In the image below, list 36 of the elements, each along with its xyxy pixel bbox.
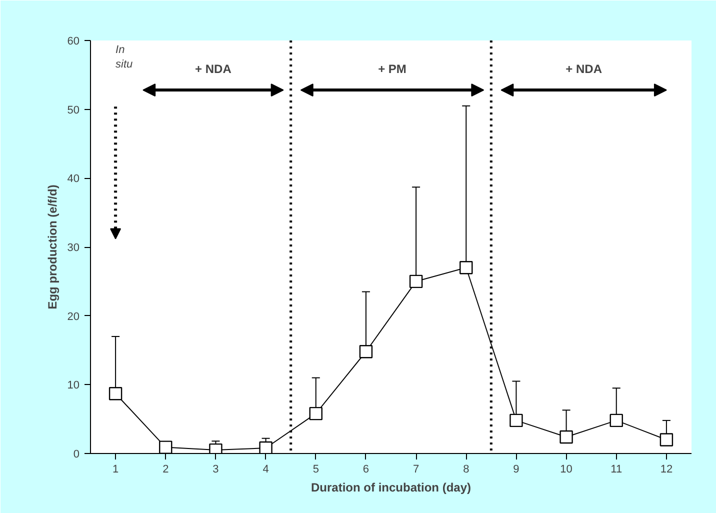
x-tick-label: 3	[212, 464, 219, 476]
annotation: In situ	[116, 44, 133, 70]
x-tick-label: 10	[560, 464, 572, 476]
annotation: + PM	[378, 62, 406, 76]
x-tick-label: 12	[660, 464, 673, 476]
y-tick-label: 20	[67, 310, 80, 323]
x-tick-label: 6	[362, 464, 370, 476]
annotation: + NDA	[566, 62, 602, 76]
x-tick-label: 9	[513, 464, 520, 476]
y-tick-label: 50	[67, 104, 80, 116]
point	[510, 414, 523, 428]
point	[660, 433, 674, 446]
x-tick-label: 5	[312, 464, 319, 476]
point	[108, 387, 122, 400]
y-tick-label: 60	[67, 36, 80, 48]
point	[359, 345, 373, 358]
y-tick-label: 0	[73, 448, 80, 460]
point	[610, 414, 623, 428]
x-tick-label: 7	[412, 464, 420, 476]
point	[259, 441, 272, 454]
x-tick-label: 4	[262, 464, 269, 476]
y-tick-label: 30	[67, 242, 80, 254]
x-tick-label: 8	[463, 464, 470, 476]
point	[560, 430, 573, 444]
point	[159, 440, 172, 454]
point	[460, 261, 473, 274]
annotation: + NDA	[195, 62, 232, 76]
y-axis-title: Egg production (e/f/d)	[45, 184, 60, 310]
x-tick-label: 11	[610, 464, 622, 476]
x-tick-label: 2	[162, 464, 169, 476]
x-axis-title: Duration of incubation (day)	[311, 480, 472, 494]
y-tick-label: 10	[67, 380, 80, 392]
y-tick-label: 40	[67, 173, 80, 186]
point	[309, 406, 322, 420]
x-tick-label: 1	[112, 464, 119, 476]
point	[409, 274, 423, 288]
